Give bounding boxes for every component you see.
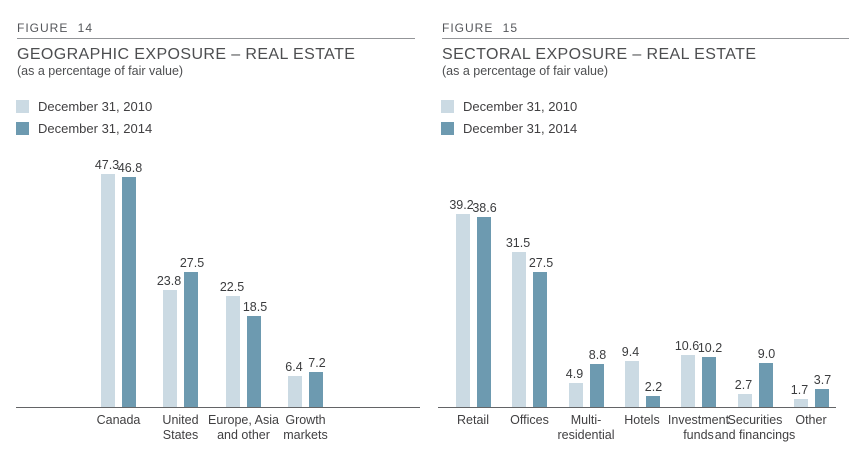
bar-2010 bbox=[568, 383, 583, 407]
plot-area-sectoral: 39.2 38.6 Retail 31.5 27.5 Offices 4.9 8.8 Multi… bbox=[425, 0, 850, 456]
bar-2014 bbox=[645, 396, 660, 407]
legend-swatch-2010-icon bbox=[16, 99, 29, 113]
bar-2010 bbox=[163, 290, 177, 407]
chart-title: SECTORAL EXPOSURE – REAL ESTATE bbox=[442, 46, 757, 63]
bar-value-label: 8.8 bbox=[588, 348, 607, 362]
bar-2010 bbox=[793, 399, 808, 407]
chart-subtitle: (as a percentage of fair value) bbox=[442, 64, 609, 78]
bar-2014 bbox=[122, 177, 136, 407]
x-axis-category-label: Canada bbox=[96, 413, 141, 427]
bar-value-label: 39.2 bbox=[449, 198, 474, 212]
x-axis-category-label: United States bbox=[162, 413, 199, 442]
x-axis-category-label: Securities and financings bbox=[714, 413, 796, 442]
bar-2010 bbox=[624, 361, 639, 407]
bar-2014 bbox=[247, 316, 261, 407]
bar-value-label: 10.2 bbox=[697, 341, 723, 355]
bar-2014 bbox=[184, 272, 198, 407]
bar-value-label: 7.2 bbox=[308, 356, 326, 370]
figure-label: FIGURE 15 bbox=[442, 21, 519, 35]
bar-2014 bbox=[758, 363, 773, 407]
legend-label-2014: December 31, 2014 bbox=[463, 120, 578, 136]
bar-value-label: 6.4 bbox=[285, 360, 303, 374]
bar-value-label: 2.7 bbox=[734, 378, 753, 392]
bar-value-label: 22.5 bbox=[219, 280, 245, 294]
legend-item-2014: December 31, 2014 bbox=[441, 120, 578, 136]
x-axis-category-label: Europe, Asia and other bbox=[208, 413, 279, 442]
bar-value-label: 9.0 bbox=[757, 347, 776, 361]
x-axis-category-label: Hotels bbox=[624, 413, 660, 427]
bar-2014 bbox=[309, 372, 323, 407]
bar-2014 bbox=[702, 357, 716, 407]
legend-label-2010: December 31, 2010 bbox=[463, 98, 578, 114]
bar-value-label: 27.5 bbox=[179, 256, 205, 270]
bar-2014 bbox=[533, 272, 547, 407]
figure-label: FIGURE 14 bbox=[17, 21, 94, 35]
x-axis-line bbox=[16, 407, 420, 408]
bar-value-label: 1.7 bbox=[790, 383, 809, 397]
legend-label-2010: December 31, 2010 bbox=[38, 98, 153, 114]
x-axis-line bbox=[438, 407, 836, 408]
bar-2014 bbox=[814, 389, 829, 407]
bar-value-label: 46.8 bbox=[117, 161, 143, 175]
figure-15-panel: FIGURE 15 SECTORAL EXPOSURE – REAL ESTAT… bbox=[425, 0, 850, 456]
bar-2010 bbox=[512, 252, 526, 407]
x-axis-category-label: Other bbox=[795, 413, 827, 427]
legend-item-2010: December 31, 2010 bbox=[16, 98, 153, 114]
bar-value-label: 2.2 bbox=[644, 380, 663, 394]
x-axis-category-label: Investment funds bbox=[667, 413, 730, 442]
figure-rule-line bbox=[442, 38, 849, 39]
bar-value-label: 23.8 bbox=[156, 274, 182, 288]
plot-area-geographic: 47.3 46.8 Canada 23.8 27.5 United States 22.5 1… bbox=[16, 158, 420, 442]
bar-value-label: 38.6 bbox=[472, 201, 497, 215]
bar-2014 bbox=[589, 364, 604, 407]
chart-subtitle: (as a percentage of fair value) bbox=[17, 64, 184, 78]
bar-value-label: 18.5 bbox=[242, 300, 268, 314]
figure-rule-line bbox=[17, 38, 415, 39]
legend: December 31, 2010 December 31, 2014 bbox=[441, 99, 577, 143]
legend-swatch-2014-icon bbox=[441, 121, 454, 135]
legend-swatch-2014-icon bbox=[16, 121, 29, 135]
bar-2010 bbox=[288, 376, 302, 407]
legend-item-2014: December 31, 2014 bbox=[16, 120, 153, 136]
x-axis-category-label: Growth markets bbox=[283, 413, 328, 442]
figure-14-panel: FIGURE 14 GEOGRAPHIC EXPOSURE – REAL EST… bbox=[16, 21, 420, 442]
bar-value-label: 27.5 bbox=[528, 256, 554, 270]
bar-2014 bbox=[476, 217, 491, 407]
bar-value-label: 4.9 bbox=[565, 367, 584, 381]
bar-2010 bbox=[737, 394, 752, 407]
bar-value-label: 31.5 bbox=[505, 236, 531, 250]
x-axis-category-label: Retail bbox=[457, 413, 489, 427]
bar-2010 bbox=[101, 174, 115, 407]
bar-value-label: 3.7 bbox=[813, 373, 832, 387]
bar-value-label: 9.4 bbox=[621, 345, 640, 359]
bar-2010 bbox=[681, 355, 695, 407]
bar-value-label: 47.3 bbox=[94, 158, 120, 172]
x-axis-category-label: Offices bbox=[510, 413, 549, 427]
bar-2010 bbox=[226, 296, 240, 407]
legend-item-2010: December 31, 2010 bbox=[441, 98, 578, 114]
bar-value-label: 10.6 bbox=[674, 339, 700, 353]
bar-2010 bbox=[455, 214, 470, 407]
legend: December 31, 2010 December 31, 2014 bbox=[16, 99, 152, 143]
chart-title: GEOGRAPHIC EXPOSURE – REAL ESTATE bbox=[17, 46, 356, 63]
legend-label-2014: December 31, 2014 bbox=[38, 120, 153, 136]
legend-swatch-2010-icon bbox=[441, 99, 454, 113]
x-axis-category-label: Multi- residential bbox=[557, 413, 615, 442]
